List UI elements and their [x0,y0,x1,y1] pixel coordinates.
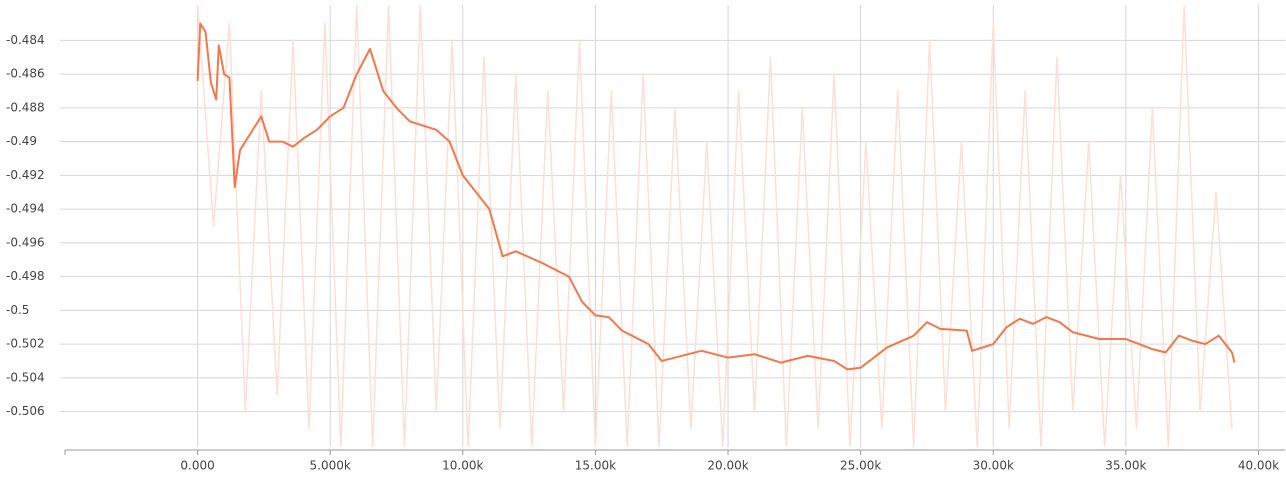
y-tick-label: -0.494 [6,202,45,216]
x-tick-label: 30.00k [973,459,1014,473]
y-tick-label: -0.5 [6,303,29,317]
plot-area [196,5,1236,447]
y-tick-label: -0.496 [6,235,45,249]
y-tick-label: -0.502 [6,337,45,351]
y-tick-label: -0.504 [6,370,45,384]
x-tick-label: 25.00k [840,459,881,473]
y-tick-label: -0.49 [6,134,37,148]
x-tick-label: 5.000k [310,459,351,473]
y-tick-label: -0.484 [6,33,45,47]
x-tick-label: 10.00k [442,459,483,473]
smoothed-line [196,22,1236,371]
raw-line [196,5,1233,447]
x-tick-label: 15.00k [575,459,616,473]
x-tick-label: 35.00k [1105,459,1146,473]
x-tick-label: 20.00k [707,459,748,473]
y-tick-label: -0.486 [6,67,45,81]
axes: -0.506-0.504-0.502-0.5-0.498-0.496-0.494… [6,33,1285,473]
y-tick-label: -0.506 [6,404,45,418]
y-tick-label: -0.488 [6,100,45,114]
y-tick-label: -0.492 [6,168,45,182]
y-tick-label: -0.498 [6,269,45,283]
grid [60,5,1285,447]
x-tick-label: 40.00k [1238,459,1279,473]
x-tick-label: 0.000 [180,459,214,473]
